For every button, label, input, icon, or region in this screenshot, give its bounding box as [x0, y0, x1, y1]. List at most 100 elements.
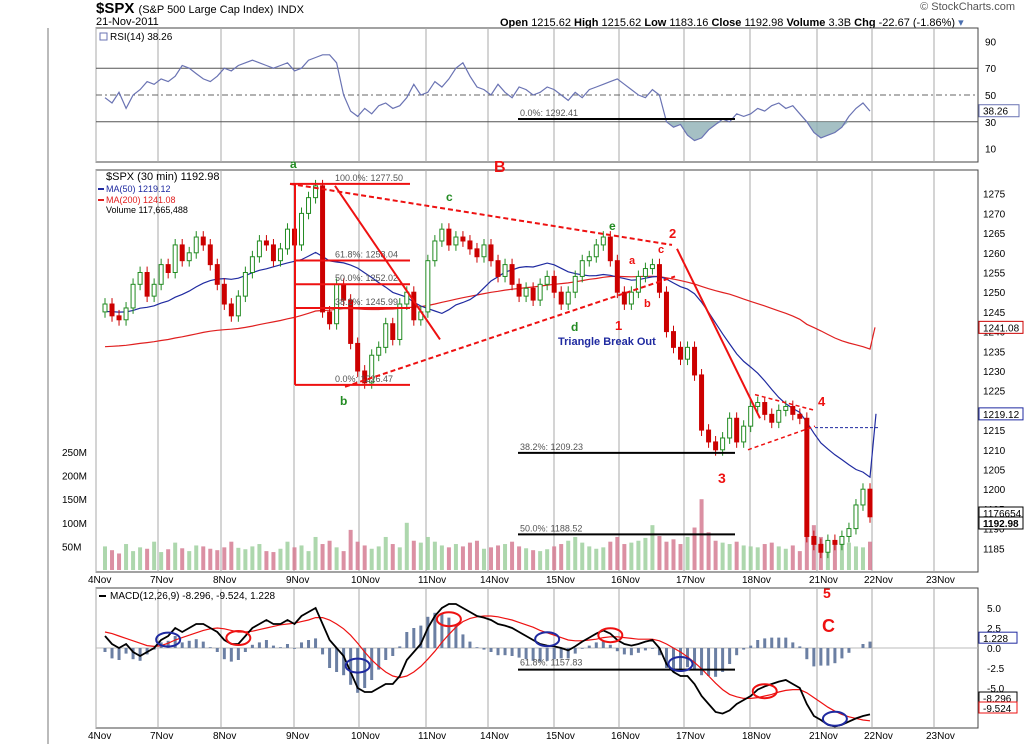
macd-x-label: 22Nov	[864, 731, 893, 742]
volume-bar	[166, 549, 171, 570]
volume-bar	[545, 549, 550, 570]
wave-label: a	[290, 157, 297, 171]
price-tick-label: 1190	[983, 525, 1005, 536]
price-candle-body	[221, 283, 227, 305]
macd-x-label: 15Nov	[546, 731, 575, 742]
macd-histogram-bar	[405, 632, 409, 648]
volume-bar	[180, 548, 185, 570]
price-x-label: 21Nov	[809, 575, 838, 586]
price-candle-body	[551, 275, 557, 293]
volume-bar	[853, 546, 858, 570]
price-candle-body	[811, 535, 817, 545]
small-triangle-upper	[754, 393, 816, 412]
price-candle-body	[130, 283, 136, 309]
volume-bar	[868, 541, 872, 570]
macd-histogram-bar	[468, 641, 472, 648]
macd-legend: MACD(12,26,9) -8.296, -9.524, 1.228	[110, 591, 276, 602]
volume-bar	[208, 548, 213, 570]
wave-label: 3	[718, 470, 726, 486]
volume-bar	[601, 547, 606, 570]
price-candle-body	[565, 291, 571, 305]
price-candle-body	[411, 291, 417, 321]
volume-bar	[390, 544, 395, 570]
macd-histogram-bar	[173, 636, 177, 648]
macd-x-label: 21Nov	[809, 731, 838, 742]
macd-histogram-bar	[707, 648, 711, 676]
macd-histogram-bar	[566, 648, 570, 659]
macd-histogram-bar	[475, 647, 479, 648]
price-candle-body	[214, 264, 220, 285]
macd-x-label: 4Nov	[88, 731, 111, 742]
macd-histogram-bar	[201, 641, 205, 648]
volume-bar	[194, 545, 199, 570]
macd-crossover-circle	[534, 631, 561, 648]
volume-bar	[460, 546, 465, 570]
open-value: 1215.62	[531, 17, 571, 29]
volume-bar	[860, 547, 865, 570]
volume-bar	[594, 548, 599, 570]
volume-bar	[306, 551, 311, 570]
chg-dropdown-icon[interactable]: ▾	[958, 17, 964, 29]
macd-histogram-bar	[587, 645, 591, 648]
macd-histogram-bar	[664, 648, 668, 668]
price-candle-body	[727, 417, 733, 439]
price-candle-body	[432, 240, 438, 262]
volume-bar	[573, 536, 578, 570]
price-candle-body	[621, 291, 627, 305]
wave-label: b	[340, 394, 347, 408]
volume-bar	[292, 547, 297, 570]
macd-x-label: 8Nov	[213, 731, 236, 742]
price-tick-label: 1200	[983, 485, 1006, 496]
price-candle-body	[158, 264, 164, 285]
volume-bar	[608, 541, 613, 570]
macd-histogram-bar	[798, 646, 802, 648]
price-candle-body	[235, 295, 241, 317]
volume-bar	[299, 545, 304, 570]
macd-histogram-bar	[538, 648, 542, 662]
macd-histogram-bar	[700, 648, 704, 676]
volume-bar	[243, 549, 248, 570]
triangle-lower-line	[344, 275, 676, 388]
macd-histogram-bar	[370, 648, 374, 680]
macd-histogram-bar	[573, 648, 577, 654]
price-candle-body	[270, 244, 276, 262]
price-candle-body	[306, 197, 312, 214]
price-candle-body	[488, 244, 494, 262]
price-candle-body	[628, 291, 634, 305]
macd-histogram-bar	[264, 640, 268, 648]
price-candle-body	[390, 323, 396, 340]
volume-bar	[510, 541, 515, 570]
macd-histogram-bar	[110, 648, 114, 659]
volume-bar	[622, 544, 627, 570]
macd-histogram-bar	[194, 639, 198, 648]
volume-bar	[229, 541, 234, 570]
price-candle-body	[348, 299, 354, 344]
macd-tick-label: 2.5	[987, 624, 1001, 635]
macd-crossover-circle	[751, 683, 778, 700]
macd-histogram-bar	[784, 637, 788, 648]
volume-bar	[418, 542, 423, 570]
price-candle-body	[109, 303, 115, 317]
volume-bar	[131, 551, 136, 570]
ticker-description: (S&P 500 Large Cap Index)	[138, 4, 274, 16]
price-x-label: 8Nov	[213, 575, 236, 586]
volume-bar	[411, 540, 416, 570]
macd-histogram-bar	[861, 644, 865, 648]
macd-histogram-bar	[728, 648, 732, 664]
fib-label: 0.0%: 1226.47	[335, 374, 393, 384]
volume-bar	[629, 542, 634, 570]
rsi-fib-label: 0.0%: 1292.41	[520, 108, 578, 118]
open-label: Open	[500, 17, 529, 29]
price-candle-body	[832, 539, 838, 545]
price-candle-body	[165, 264, 171, 273]
price-candle-body	[383, 323, 389, 348]
rsi-tick-label: 30	[985, 118, 997, 129]
macd-value-box	[978, 701, 1018, 714]
chart-date: 21-Nov-2011	[96, 16, 159, 28]
chg-value: -22.67 (-1.86%)	[878, 17, 956, 29]
macd-histogram-bar	[243, 648, 247, 652]
price-candle-body	[776, 409, 782, 423]
price-candle-body	[460, 236, 466, 242]
fib-label: 100.0%: 1277.50	[335, 173, 403, 183]
price-candle-body	[481, 244, 487, 258]
